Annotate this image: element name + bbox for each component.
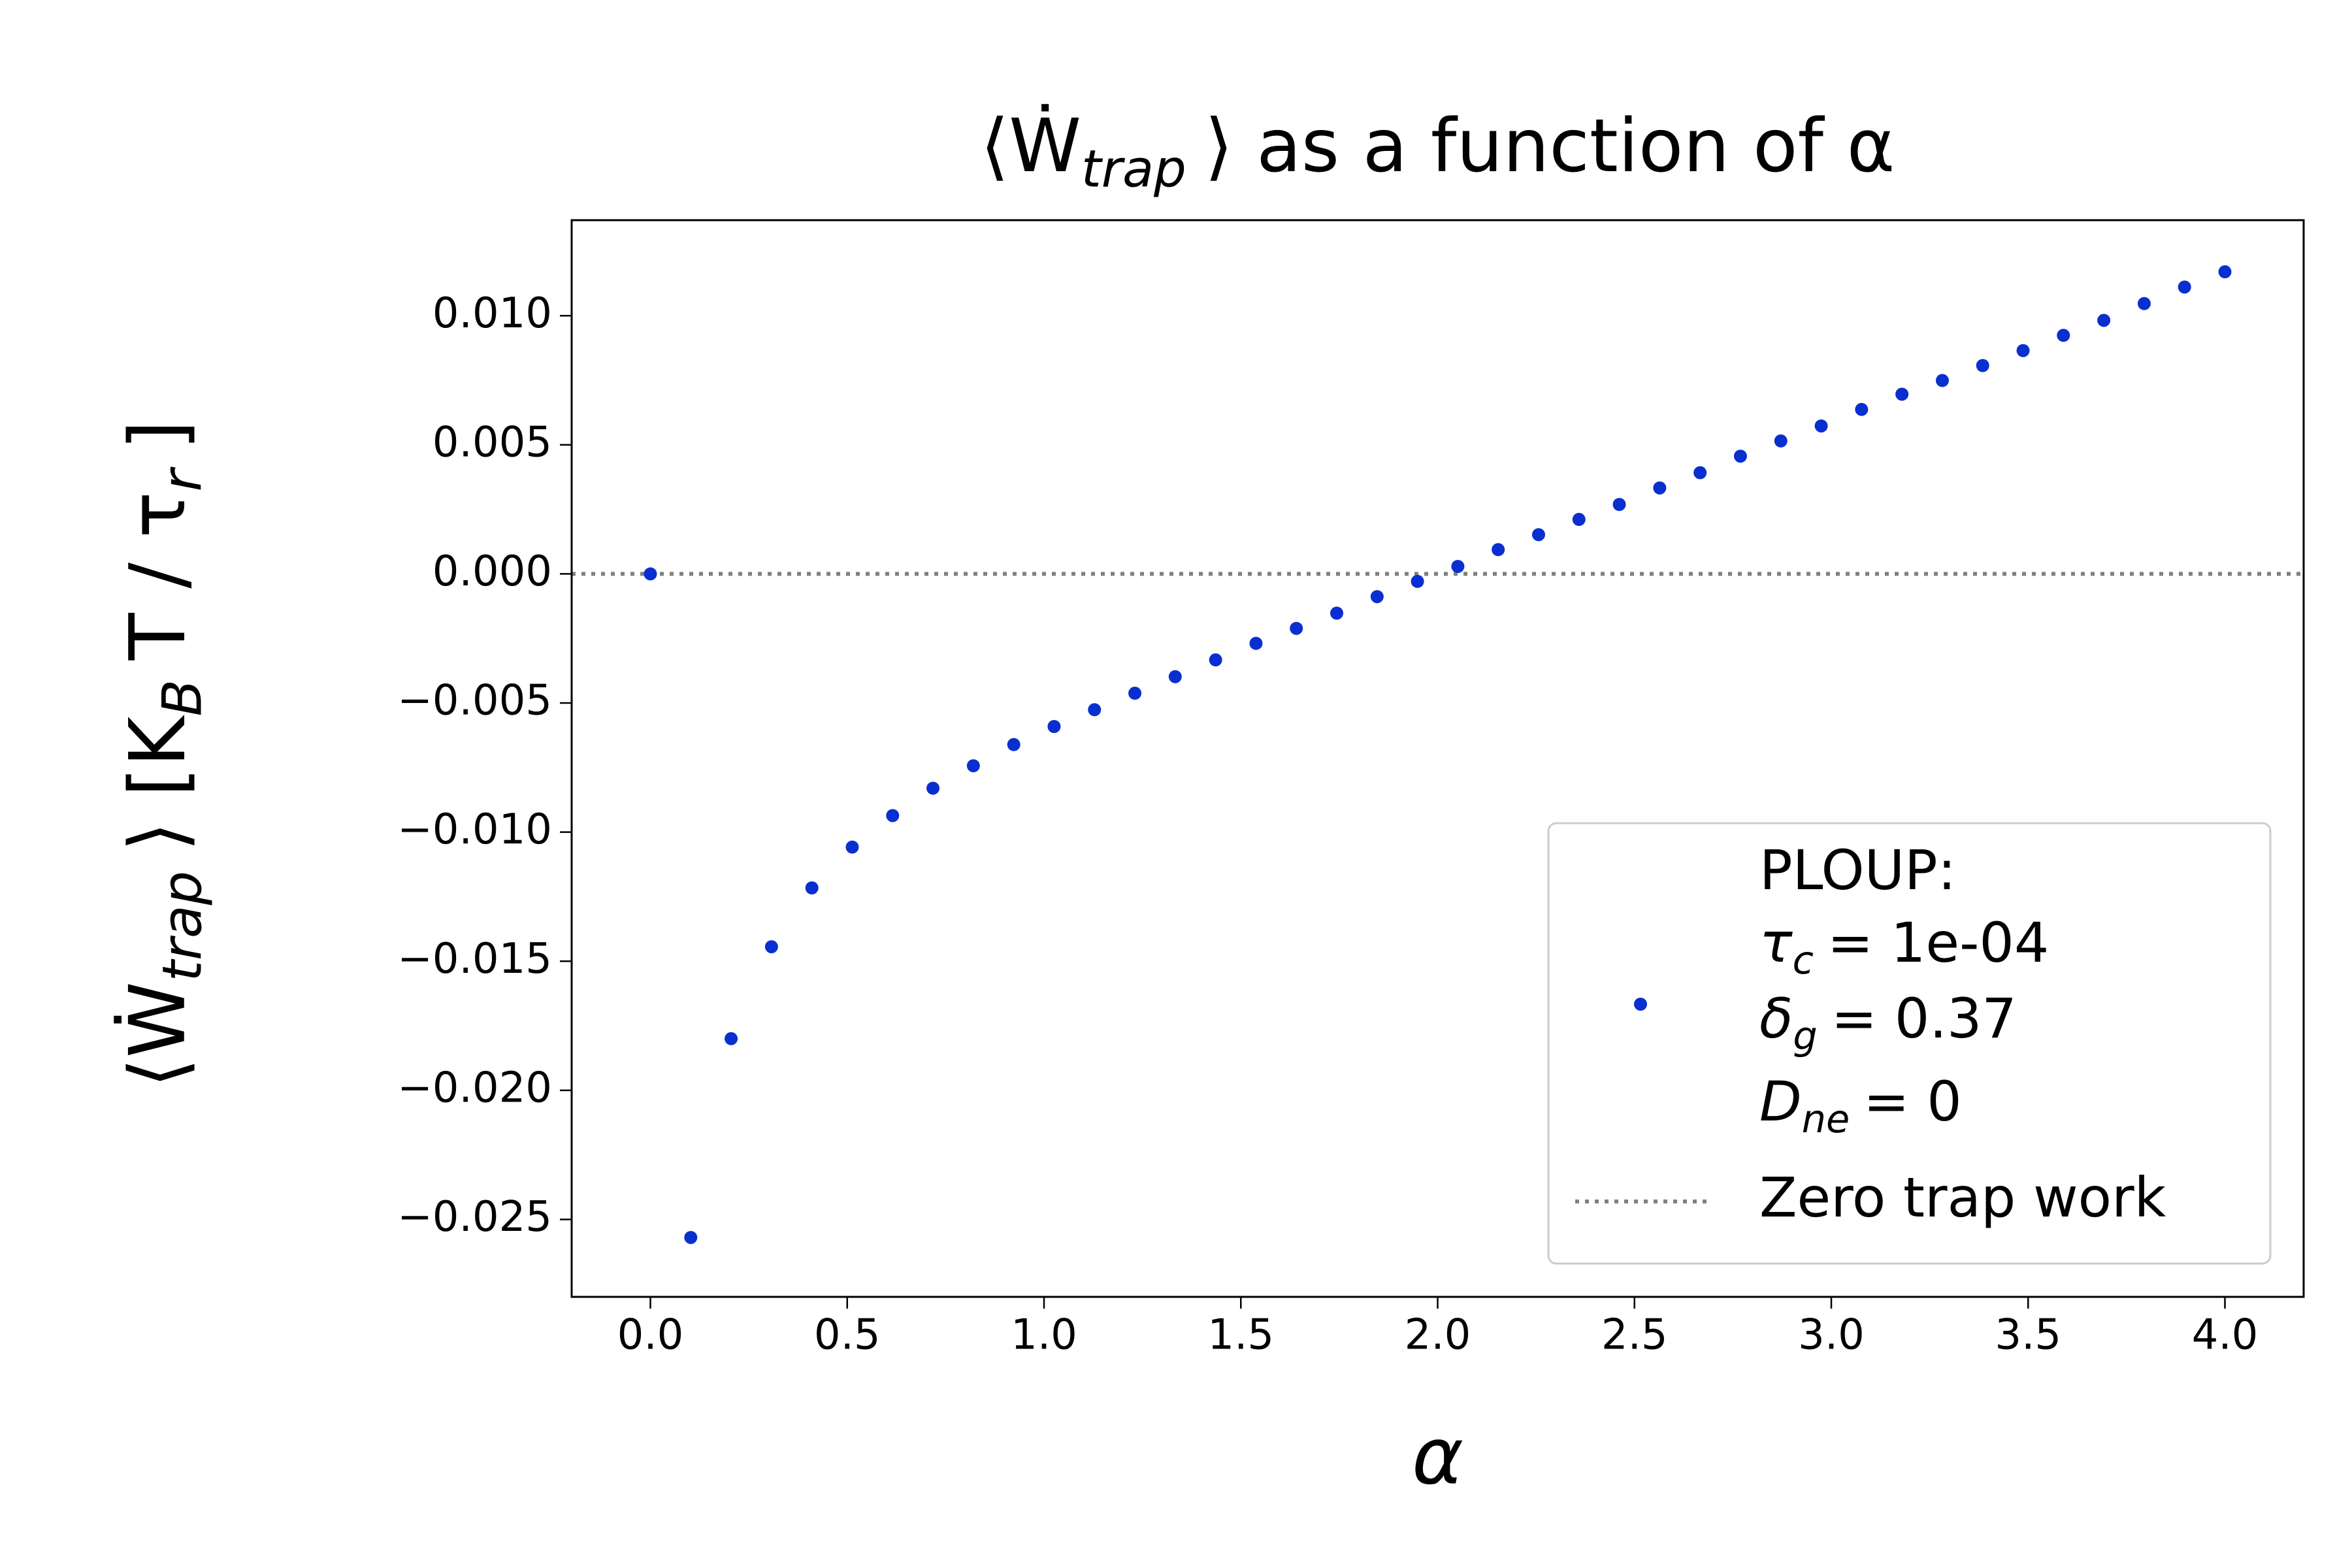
text-part: ] [112,420,203,450]
subscript: trap [152,871,214,981]
data-point [1209,653,1222,667]
data-point [1088,703,1102,717]
legend-marker [1634,998,1647,1011]
data-point [1411,574,1424,588]
data-point [1370,590,1384,604]
legend-label-part: = 0 [1863,1070,1962,1134]
data-point [2097,314,2111,327]
legend-label-part: = 1e-04 [1827,911,2049,975]
data-point [845,840,859,854]
y-axis-label: ⟨Ẇtrap ⟩ [KB T / τr] [112,420,214,1088]
data-point [1451,559,1465,573]
text-part: ⟨Ẇ [112,981,203,1088]
data-point [1612,498,1626,512]
data-point [926,781,940,795]
legend-label-part: g [1793,1013,1817,1058]
data-point [684,1231,698,1245]
data-point [1572,513,1586,527]
data-point [1895,387,1909,401]
data-point [2178,280,2191,294]
y-tick-label: −0.025 [397,1193,552,1241]
plot-frame [570,219,2305,1298]
legend-label-part: = 0.37 [1831,987,2017,1051]
text-part: ⟨Ẇ [981,104,1081,189]
data-point [2137,297,2151,310]
x-axis-label: α [1412,1412,1463,1503]
subscript: trap [1081,140,1186,199]
data-point [1855,402,1869,416]
legend-label-part: δ [1759,987,1793,1051]
data-point [1047,719,1061,733]
x-tick-label: 0.0 [617,1311,684,1360]
x-tick-label: 0.5 [814,1311,881,1360]
x-tick-label: 4.0 [2192,1311,2259,1360]
y-tick-label: 0.005 [433,418,552,466]
legend-label: τc = 1e-04 [1759,911,2049,983]
data-point [1774,434,1788,448]
data-point [725,1032,738,1045]
legend-label-part: τ [1759,911,1793,975]
x-tick-label: 2.5 [1601,1311,1668,1360]
data-point [1249,636,1263,650]
data-point [1693,466,1707,480]
text-part: T / τ [112,491,203,661]
legend-label-part: PLOUP: [1759,838,1956,902]
legend-label: PLOUP: [1759,838,1956,902]
y-tick-label: −0.005 [397,677,552,725]
legend-label: Zero trap work [1759,1166,2166,1230]
y-tick-label: −0.015 [397,935,552,983]
legend-label: Dne = 0 [1759,1070,1962,1141]
data-point [1330,606,1344,620]
y-tick-label: −0.010 [397,806,552,854]
data-point [1531,528,1545,542]
x-tick-label: 3.0 [1798,1311,1865,1360]
data-point [1935,374,1949,387]
y-tick-label: −0.020 [397,1064,552,1112]
data-point [1492,543,1505,557]
subscript: B [152,679,214,717]
x-tick-label: 1.0 [1011,1311,1077,1360]
data-point [644,567,657,581]
legend-label-part: c [1793,938,1814,983]
text-part: ⟩ [K [112,715,203,852]
legend-box [1547,822,2272,1265]
y-tick-label: 0.010 [433,289,552,338]
data-point [1976,359,1989,372]
data-point [886,809,900,823]
data-point [805,881,819,894]
subscript: r [152,466,214,491]
legend-label-part: D [1759,1070,1802,1134]
legend-label: δg = 0.37 [1759,987,2017,1058]
data-point [764,940,778,954]
data-point [966,759,980,773]
x-tick-label: 3.5 [1995,1311,2061,1360]
data-point [1653,481,1667,495]
data-point [1128,687,1142,700]
data-point [1814,419,1828,433]
data-point [1290,621,1303,635]
data-point [2016,344,2030,357]
data-point [1733,449,1747,463]
x-tick-label: 2.0 [1405,1311,1471,1360]
data-point [2218,265,2232,279]
chart-title: ⟨Ẇtrap ⟩ as a function of α [981,104,1895,199]
x-tick-label: 1.5 [1207,1311,1274,1360]
data-point [1168,670,1182,683]
text-part: ⟩ as a function of α [1205,104,1895,189]
legend-label-part: ne [1802,1096,1850,1141]
data-point [2057,329,2070,342]
data-point [1007,738,1021,751]
y-tick-label: 0.000 [433,547,552,596]
